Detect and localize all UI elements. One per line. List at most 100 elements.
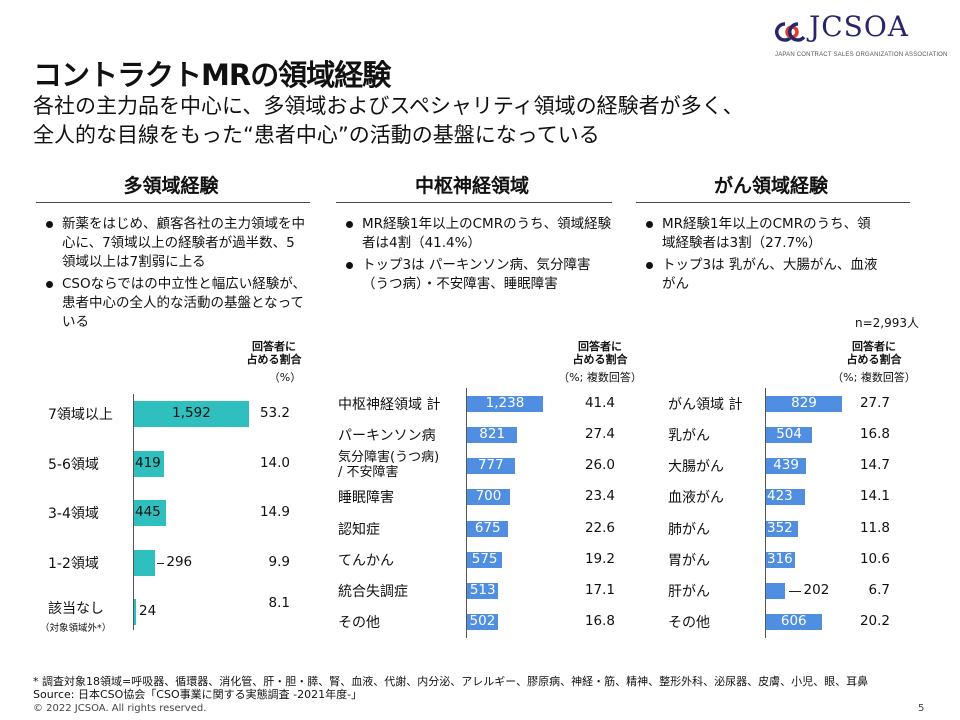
bar <box>134 549 156 576</box>
bullets-cancer: MR経験1年以上のCMRのうち、領域経験者は3割（27.7%） トップ3は 乳が… <box>640 215 880 297</box>
percentage-value: 27.7 <box>859 395 890 411</box>
category-label: 気分障害(うつ病) / 不安障害 <box>338 450 440 481</box>
category-label: 大腸がん <box>668 459 724 476</box>
bar-value-label: 1,238 <box>485 395 525 411</box>
category-label: 3-4領域 <box>48 506 99 522</box>
bullet-item: MR経験1年以上のCMRのうち、領域経験者は4割（41.4%） <box>340 215 612 253</box>
bar <box>467 551 503 568</box>
bar <box>766 458 807 475</box>
column-unit-multi: （%） <box>268 371 302 384</box>
bar <box>766 489 805 506</box>
bar-value-label: 24 <box>139 603 157 619</box>
column-header-line: 回答者に <box>578 340 622 353</box>
category-label: 統合失調症 <box>338 583 408 600</box>
percentage-value: 27.4 <box>584 426 615 443</box>
percentage-value: 26.0 <box>584 457 615 474</box>
percentage-value: 20.2 <box>859 613 890 629</box>
percentage-value: 16.8 <box>859 426 890 443</box>
page-title: コントラクトMRの領域経験 <box>33 58 391 92</box>
section-divider-cancer <box>636 202 910 203</box>
category-label: パーキンソン病 <box>338 428 436 445</box>
bar-value-label: 675 <box>474 519 501 536</box>
source-note: Source: 日本CSO協会「CSO事業に関する実態調査 -2021年度-」 <box>33 688 363 701</box>
section-divider-multi <box>36 202 310 203</box>
leader-line <box>788 590 801 592</box>
bar-value-label: 419 <box>135 454 161 471</box>
bar-value-label: 777 <box>477 457 504 474</box>
section-title-cns: 中枢神経領域 <box>414 175 529 197</box>
column-header-multi: 回答者に 占める割合 <box>234 340 314 366</box>
bar-value-label: 316 <box>767 550 793 567</box>
section-title-cancer: がん領域経験 <box>713 175 828 197</box>
category-label: その他 <box>338 615 380 631</box>
bar-value-label: 575 <box>471 550 498 567</box>
bar <box>766 396 842 412</box>
bar <box>766 582 785 599</box>
percentage-value: 23.4 <box>584 488 615 505</box>
bar-value-label: 202 <box>803 581 830 598</box>
category-label: 血液がん <box>668 490 724 507</box>
category-label: 7領域以上 <box>48 407 113 423</box>
percentage-value: 6.7 <box>868 581 890 598</box>
bar <box>766 520 799 537</box>
column-header-line: 占める割合 <box>846 353 902 366</box>
category-label: 肝がん <box>668 583 710 600</box>
bullet-item: 新薬をはじめ、顧客各社の主力領域を中心に、7領域以上の経験者が過半数、5領域以上… <box>40 215 308 272</box>
percentage-value: 8.1 <box>268 595 290 611</box>
bar-value-label: 445 <box>135 504 161 520</box>
category-label: 1-2領域 <box>48 555 99 572</box>
bar-value-label: 296 <box>166 553 193 570</box>
bar-value-label: 423 <box>767 488 793 505</box>
bar-value-label: 352 <box>767 519 793 536</box>
column-header-line: 占める割合 <box>246 353 302 366</box>
category-label: てんかん <box>338 552 394 569</box>
bar-value-label: 439 <box>773 457 799 474</box>
bar <box>766 427 813 444</box>
chart-axis <box>133 394 134 630</box>
column-header-cancer: 回答者に 占める割合 <box>834 340 914 366</box>
bullets-multi: 新薬をはじめ、顧客各社の主力領域を中心に、7領域以上の経験者が過半数、5領域以上… <box>40 215 308 335</box>
percentage-value: 19.2 <box>584 550 615 567</box>
category-label: その他 <box>668 615 710 631</box>
column-header-line: 占める割合 <box>572 353 628 366</box>
logo-subtitle: JAPAN CONTRACT SALES ORGANIZATION ASSOCI… <box>775 52 948 58</box>
column-header-line: 回答者に <box>252 340 296 353</box>
percentage-value: 17.1 <box>584 581 615 598</box>
category-label: 認知症 <box>338 521 380 538</box>
bar <box>467 614 498 630</box>
bar-value-label: 829 <box>791 395 817 411</box>
category-label: 乳がん <box>668 428 710 445</box>
percentage-value: 41.4 <box>584 395 615 411</box>
bullet-item: トップ3は 乳がん、大腸がん、血液がん <box>640 256 880 294</box>
leader-line <box>157 562 165 564</box>
percentage-value: 10.6 <box>859 550 890 567</box>
chart-axis <box>466 388 467 638</box>
jcsoa-logo-icon <box>775 22 806 42</box>
sample-size-label: n=2,993人 <box>855 316 920 330</box>
chart-axis <box>765 388 766 638</box>
bar <box>766 551 795 568</box>
bar-value-label: 821 <box>479 426 506 443</box>
bar-value-label: 502 <box>469 613 496 629</box>
category-label: がん領域 計 <box>668 397 743 413</box>
bar <box>467 458 515 475</box>
category-label: 該当なし <box>48 601 104 617</box>
page-subtitle: 各社の主力品を中心に、多領域およびスペシャリティ領域の経験者が多く、 全人的な目… <box>33 92 744 150</box>
bar <box>134 450 165 477</box>
bullet-item: トップ3は パーキンソン病、気分障害（うつ病）・不安障害、睡眠障害 <box>340 256 612 294</box>
bar <box>467 582 499 599</box>
bar <box>467 396 543 412</box>
bar <box>766 614 822 630</box>
section-divider-cns <box>336 202 612 203</box>
bar-value-label: 700 <box>475 488 502 505</box>
category-note: （対象領域外*） <box>40 623 112 634</box>
column-unit-cns: （%; 複数回答） <box>558 371 642 384</box>
bar-value-label: 1,592 <box>172 405 211 421</box>
bar-value-label: 513 <box>469 581 496 598</box>
percentage-value: 22.6 <box>584 519 615 536</box>
category-label: 胃がん <box>668 552 710 569</box>
column-unit-cancer: （%; 複数回答） <box>832 371 916 384</box>
percentage-value: 53.2 <box>259 405 290 421</box>
percentage-value: 14.0 <box>259 454 290 471</box>
bullets-cns: MR経験1年以上のCMRのうち、領域経験者は4割（41.4%） トップ3は パー… <box>340 215 612 297</box>
